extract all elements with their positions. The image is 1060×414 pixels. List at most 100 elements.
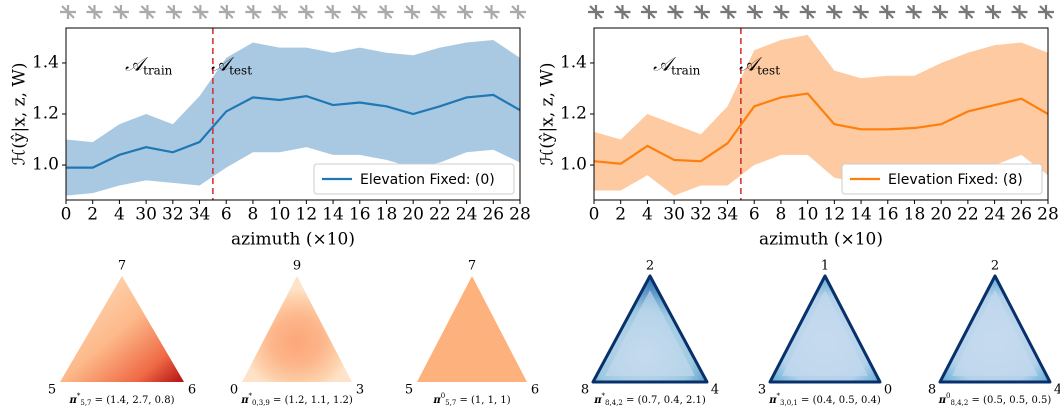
caption-sub: 3,0,1 bbox=[780, 399, 798, 407]
vertex-label: 8 bbox=[928, 383, 936, 398]
caption-sub: 5,7 bbox=[445, 399, 456, 407]
thumbnail bbox=[404, 5, 420, 19]
thumbnail bbox=[588, 5, 604, 19]
x-tick-label: 8 bbox=[776, 205, 787, 225]
annotation-sub: train bbox=[671, 63, 701, 77]
x-tick-label: 2 bbox=[87, 205, 98, 225]
x-tick-label: 32 bbox=[690, 205, 712, 225]
x-tick-label: 24 bbox=[984, 205, 1006, 225]
thumbnails bbox=[60, 5, 1054, 19]
x-axis-label: azimuth (×10) bbox=[231, 230, 355, 250]
y-axis-label: ℋ(ŷ|x, z, W) bbox=[538, 62, 558, 165]
y-tick-label: 1.4 bbox=[560, 52, 587, 72]
thumbnail bbox=[431, 5, 447, 19]
y-tick-label: 1.0 bbox=[560, 155, 587, 175]
vertex-label: 4 bbox=[1054, 383, 1060, 398]
thumbnail bbox=[800, 5, 816, 19]
y-tick-label: 1.4 bbox=[32, 52, 59, 72]
x-tick-label: 8 bbox=[248, 205, 259, 225]
vertex-label: 1 bbox=[821, 259, 829, 274]
caption-rest: = (0.7, 0.4, 2.1) bbox=[623, 395, 706, 406]
thumbnail bbox=[694, 5, 710, 19]
thumbnail bbox=[113, 5, 129, 19]
vertex-label: 7 bbox=[468, 259, 476, 274]
x-tick-label: 30 bbox=[663, 205, 685, 225]
caption-rest: = (0.4, 0.5, 0.4) bbox=[798, 395, 881, 406]
thumbnail bbox=[60, 5, 76, 19]
simplex-caption: π08,4,2 = (0.5, 0.5, 0.5) bbox=[938, 392, 1052, 407]
x-tick-label: 18 bbox=[904, 205, 926, 225]
thumbnail bbox=[720, 5, 736, 19]
simplex-triangle bbox=[242, 276, 352, 382]
thumbnail bbox=[959, 5, 975, 19]
thumbnail bbox=[298, 5, 314, 19]
caption-sub: 8,4,2 bbox=[605, 399, 623, 407]
thumbnail bbox=[853, 5, 869, 19]
x-tick-label: 12 bbox=[296, 205, 318, 225]
thumbnail bbox=[667, 5, 683, 19]
x-tick-label: 0 bbox=[61, 205, 72, 225]
vertex-label: 0 bbox=[230, 383, 238, 398]
x-tick-label: 2 bbox=[615, 205, 626, 225]
thumbnail bbox=[86, 5, 102, 19]
caption-rest: = (1.2, 1.1, 1.2) bbox=[270, 395, 353, 406]
x-tick-label: 20 bbox=[402, 205, 424, 225]
x-tick-label: 22 bbox=[429, 205, 451, 225]
thumbnail bbox=[1012, 5, 1028, 19]
thumbnail bbox=[985, 5, 1001, 19]
vertex-label: 4 bbox=[711, 383, 719, 398]
x-tick-label: 16 bbox=[349, 205, 371, 225]
x-tick-label: 28 bbox=[509, 205, 531, 225]
thumbnail bbox=[906, 5, 922, 19]
caption-rest: = (1, 1, 1) bbox=[456, 395, 510, 406]
region-annotation: 𝒜train bbox=[653, 54, 701, 78]
thumbnail bbox=[325, 5, 341, 19]
x-tick-label: 14 bbox=[322, 205, 344, 225]
vertex-label: 5 bbox=[48, 383, 56, 398]
caption-sub: 8,4,2 bbox=[951, 399, 969, 407]
thumbnail bbox=[484, 5, 500, 19]
vertex-label: 0 bbox=[884, 383, 892, 398]
thumbnail bbox=[219, 5, 235, 19]
thumbnail bbox=[879, 5, 895, 19]
annotation-sub: train bbox=[143, 63, 173, 77]
x-tick-label: 16 bbox=[877, 205, 899, 225]
thumbnail bbox=[773, 5, 789, 19]
x-tick-label: 4 bbox=[642, 205, 653, 225]
line-chart: Elevation Fixed: (8)𝒜train𝒜test1.01.21.4… bbox=[538, 28, 1059, 250]
x-tick-label: 28 bbox=[1037, 205, 1059, 225]
vertex-label: 6 bbox=[531, 383, 539, 398]
vertex-label: 3 bbox=[356, 383, 364, 398]
annotation-sub: test bbox=[757, 63, 780, 77]
y-tick-label: 1.0 bbox=[32, 155, 59, 175]
vertex-label: 7 bbox=[118, 259, 126, 274]
x-tick-label: 10 bbox=[797, 205, 819, 225]
simplex-caption: π*8,4,2 = (0.7, 0.4, 2.1) bbox=[593, 392, 706, 407]
x-tick-label: 22 bbox=[957, 205, 979, 225]
thumbnail bbox=[245, 5, 261, 19]
y-tick-label: 1.2 bbox=[560, 104, 587, 124]
caption-sub: 0,3,9 bbox=[252, 399, 270, 407]
x-axis-label: azimuth (×10) bbox=[759, 230, 883, 250]
vertex-label: 5 bbox=[405, 383, 413, 398]
thumbnail bbox=[1038, 5, 1054, 19]
plots: Elevation Fixed: (0)𝒜train𝒜test1.01.21.4… bbox=[10, 28, 1059, 250]
x-tick-label: 0 bbox=[589, 205, 600, 225]
region-annotation: 𝒜train bbox=[125, 54, 173, 78]
thumbnail bbox=[457, 5, 473, 19]
legend-label: Elevation Fixed: (8) bbox=[888, 172, 1023, 188]
vertex-label: 8 bbox=[581, 383, 589, 398]
x-tick-label: 24 bbox=[456, 205, 478, 225]
vertex-label: 3 bbox=[758, 383, 766, 398]
y-axis-label: ℋ(ŷ|x, z, W) bbox=[10, 62, 30, 165]
vertex-label: 2 bbox=[991, 259, 999, 274]
vertex-label: 6 bbox=[188, 383, 196, 398]
simplex-caption: π*0,3,9 = (1.2, 1.1, 1.2) bbox=[240, 392, 353, 407]
x-tick-label: 18 bbox=[376, 205, 398, 225]
caption-rest: = (0.5, 0.5, 0.5) bbox=[968, 395, 1051, 406]
x-tick-label: 34 bbox=[189, 205, 211, 225]
simplex-caption: π*3,0,1 = (0.4, 0.5, 0.4) bbox=[768, 392, 881, 407]
caption-sub: 5,7 bbox=[80, 399, 91, 407]
